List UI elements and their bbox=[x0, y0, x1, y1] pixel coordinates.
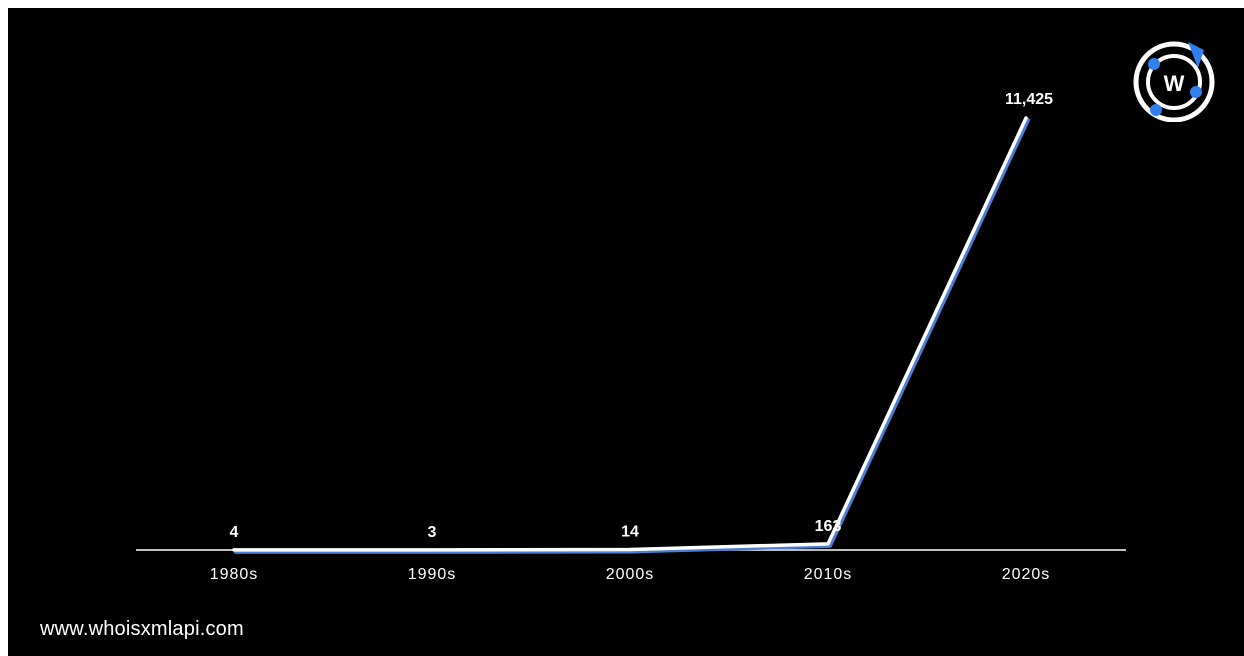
x-tick-label: 2020s bbox=[1002, 566, 1051, 583]
data-labels: 4 3 14 163 11,425 bbox=[230, 91, 1054, 541]
x-tick-label: 2000s bbox=[606, 566, 655, 583]
series-line-shadow bbox=[234, 118, 1030, 554]
data-label: 14 bbox=[621, 523, 639, 540]
series-shadow bbox=[234, 118, 1030, 554]
chart-frame: 1980s 1990s 2000s 2010s 2020s 4 3 14 163 11,425 … bbox=[8, 8, 1244, 656]
series-line-path bbox=[232, 116, 1028, 552]
x-axis-ticks: 1980s 1990s 2000s 2010s 2020s bbox=[210, 566, 1051, 583]
x-tick-label: 1990s bbox=[408, 566, 457, 583]
data-label: 163 bbox=[815, 518, 842, 535]
data-label: 4 bbox=[230, 524, 239, 541]
data-label: 3 bbox=[428, 524, 437, 541]
website-url: www.whoisxmlapi.com bbox=[40, 618, 244, 640]
x-tick-label: 1980s bbox=[210, 566, 259, 583]
data-label: 11,425 bbox=[1005, 91, 1053, 108]
line-chart: 1980s 1990s 2000s 2010s 2020s 4 3 14 163 11,425 bbox=[136, 91, 1126, 583]
series-line bbox=[232, 116, 1028, 552]
x-tick-label: 2010s bbox=[804, 566, 853, 583]
logo-letter: W bbox=[1164, 71, 1185, 96]
whoisxmlapi-logo-icon: W bbox=[1133, 41, 1215, 122]
